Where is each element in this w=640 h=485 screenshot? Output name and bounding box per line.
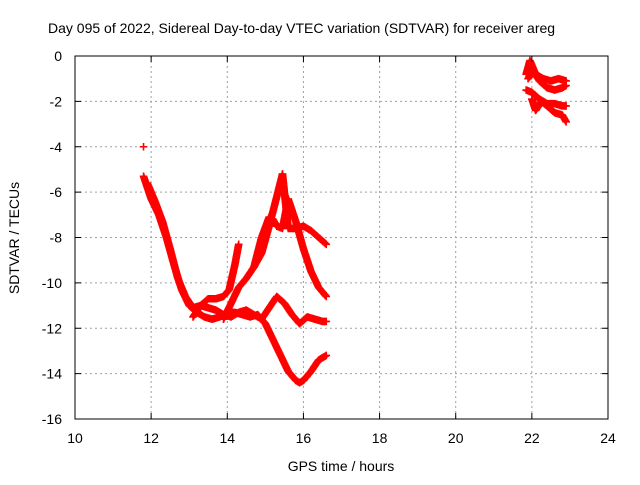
data-point [562,117,570,126]
y-tick-label: -2 [50,93,63,109]
y-tick-label: -14 [42,366,62,382]
data-point [562,102,570,110]
axis-ticks: 10 12 14 16 18 20 22 24 0 -2 -4 -6 -8 -10 -12 -14 -16 [42,48,616,446]
y-axis-label: SDTVAR / TECUs [6,182,22,294]
data-point [562,81,570,90]
series-trace-10 [528,95,570,126]
data-point [322,292,331,301]
data-point [322,317,331,326]
x-tick-label: 22 [524,430,540,446]
series-trace-1 [139,142,148,151]
data-point [321,239,330,248]
grid-lines [75,56,608,419]
x-tick-label: 20 [448,430,464,446]
data-point [139,142,148,151]
y-tick-label: -6 [50,184,63,200]
y-tick-label: 0 [54,48,62,64]
chart-title: Day 095 of 2022, Sidereal Day-to-day VTE… [48,20,555,36]
x-axis-label: GPS time / hours [288,458,395,474]
x-tick-label: 24 [600,430,616,446]
x-tick-label: 12 [143,430,159,446]
y-tick-label: -10 [42,275,62,291]
series-trace-3 [143,179,331,328]
y-tick-label: -8 [50,230,63,246]
x-tick-label: 10 [67,430,83,446]
series-trace-4 [189,240,243,321]
series-trace-6 [250,195,331,301]
data-point [322,351,331,360]
data-point [234,240,243,249]
y-tick-label: -4 [50,139,63,155]
x-tick-label: 18 [372,430,388,446]
series-trace-9 [524,68,570,94]
data-series [139,56,570,387]
x-tick-label: 14 [219,430,235,446]
y-tick-label: -16 [42,411,62,427]
x-tick-label: 16 [296,430,312,446]
data-point [322,240,331,249]
y-tick-label: -12 [42,320,62,336]
